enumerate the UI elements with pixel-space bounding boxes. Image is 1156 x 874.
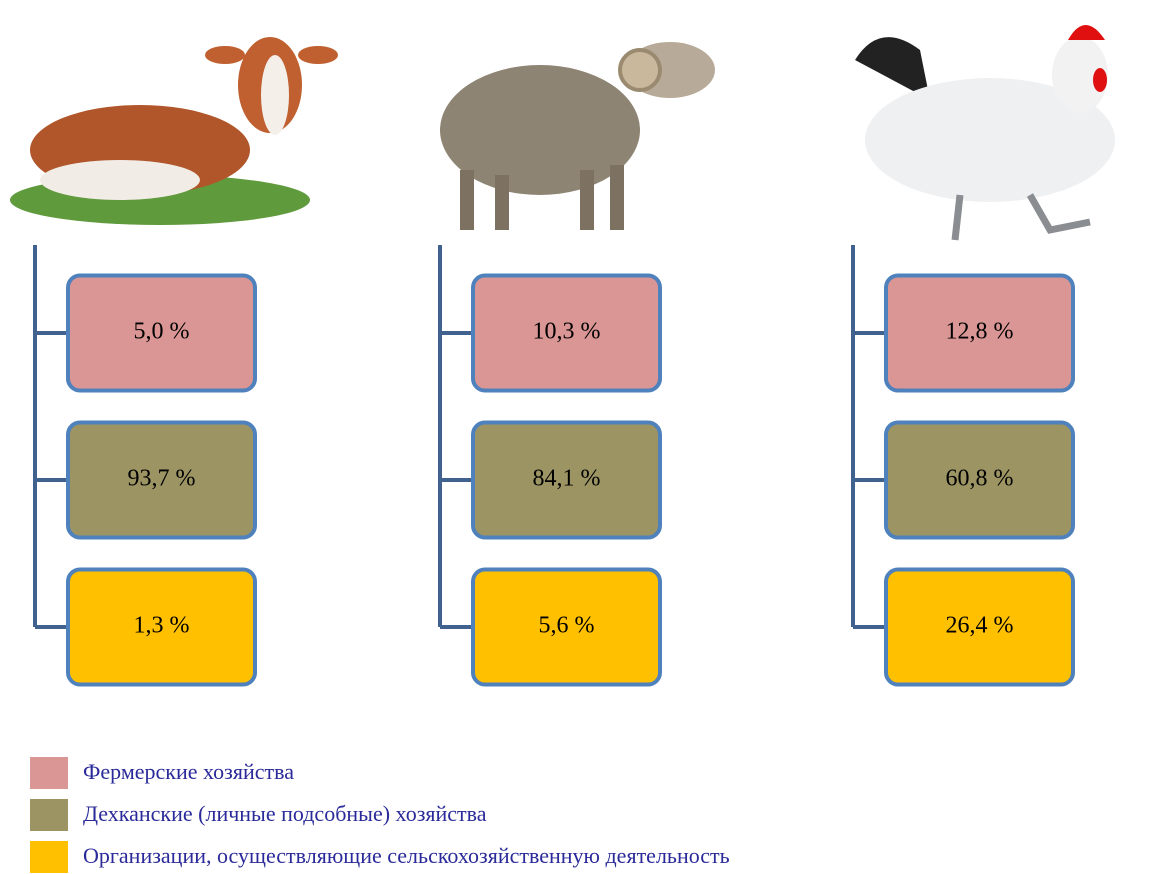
chicken-illustration — [855, 25, 1115, 241]
value-box — [66, 420, 257, 540]
legend-label: Дехканские (личные подсобные) хозяйства — [83, 801, 487, 826]
sheep-illustration — [440, 42, 715, 230]
value-label: 84,1 % — [533, 466, 601, 492]
value-box — [66, 273, 257, 393]
value-label: 5,0 % — [134, 319, 190, 345]
value-box — [884, 567, 1075, 687]
value-label: 1,3 % — [134, 613, 190, 639]
value-box — [471, 273, 662, 393]
legend-swatch — [30, 841, 68, 873]
value-box — [66, 567, 257, 687]
legend-label: Фермерские хозяйства — [83, 759, 294, 784]
value-label: 93,7 % — [128, 466, 196, 492]
value-box — [471, 567, 662, 687]
cow-illustration — [10, 37, 338, 225]
value-box — [884, 420, 1075, 540]
value-label: 5,6 % — [539, 613, 595, 639]
value-label: 12,8 % — [946, 319, 1014, 345]
legend-swatch — [30, 799, 68, 831]
value-label: 10,3 % — [533, 319, 601, 345]
value-label: 26,4 % — [946, 613, 1014, 639]
legend-swatch — [30, 757, 68, 789]
value-box — [884, 273, 1075, 393]
legend-label: Организации, осуществляющие сельскохозяй… — [83, 843, 730, 868]
value-label: 60,8 % — [946, 466, 1014, 492]
value-box — [471, 420, 662, 540]
